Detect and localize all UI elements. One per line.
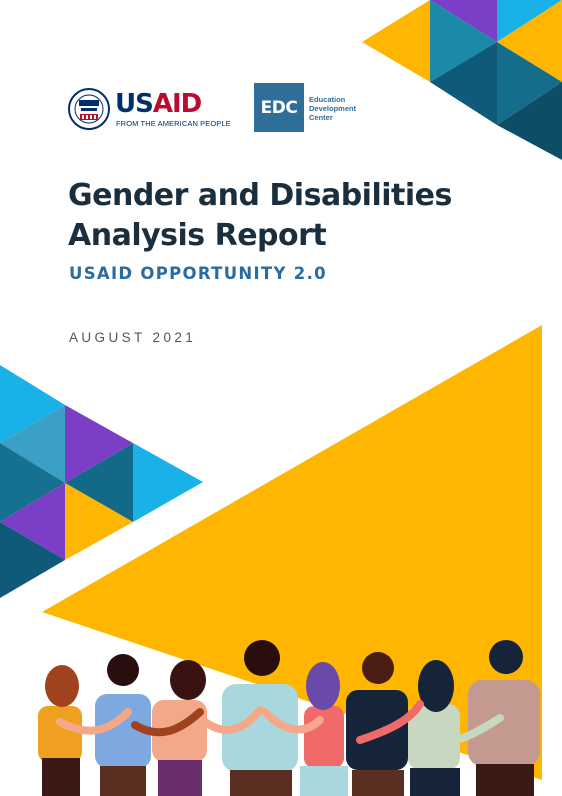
top-dark-triangle-b — [497, 42, 562, 125]
usaid-seal-icon — [68, 88, 110, 130]
left-purple-triangle-a — [65, 405, 133, 483]
edc-name-line3: Center — [309, 113, 333, 122]
edc-name: Education Development Center — [309, 95, 356, 122]
edc-logo: EDC Education Development Center — [254, 83, 374, 133]
usaid-wordmark: USAID — [115, 89, 202, 119]
report-title: Gender and Disabilities Analysis Report — [68, 176, 488, 256]
usaid-tagline: FROM THE AMERICAN PEOPLE — [116, 119, 231, 128]
left-dark-triangle-b — [0, 443, 65, 522]
top-yellow-triangle — [362, 0, 430, 82]
left-dark-triangle-a — [65, 443, 133, 522]
left-sky-triangle-b — [133, 443, 203, 522]
edc-name-line2: Development — [309, 104, 357, 113]
top-dark-triangle-c — [497, 82, 562, 160]
top-dark-triangle-a — [430, 42, 497, 125]
left-yellow-triangle — [65, 483, 133, 560]
edc-abbr: EDC — [254, 83, 304, 132]
left-sky-triangle — [0, 365, 65, 443]
left-teal-triangle-a — [0, 405, 65, 483]
people-illustration — [38, 640, 540, 796]
large-yellow-triangle — [42, 325, 542, 780]
left-purple-triangle-b — [0, 483, 65, 560]
report-date: AUGUST 2021 — [69, 330, 197, 345]
report-title-line2: Analysis Report — [68, 218, 327, 253]
edc-name-line1: Education — [309, 95, 346, 104]
report-subtitle: USAID OPPORTUNITY 2.0 — [69, 264, 327, 283]
top-teal-triangle — [430, 0, 497, 82]
report-title-line1: Gender and Disabilities — [68, 178, 452, 213]
left-dark-triangle-c — [0, 522, 65, 598]
top-yellow-right-triangle — [497, 0, 562, 82]
usaid-logo: USAID FROM THE AMERICAN PEOPLE — [68, 86, 231, 136]
